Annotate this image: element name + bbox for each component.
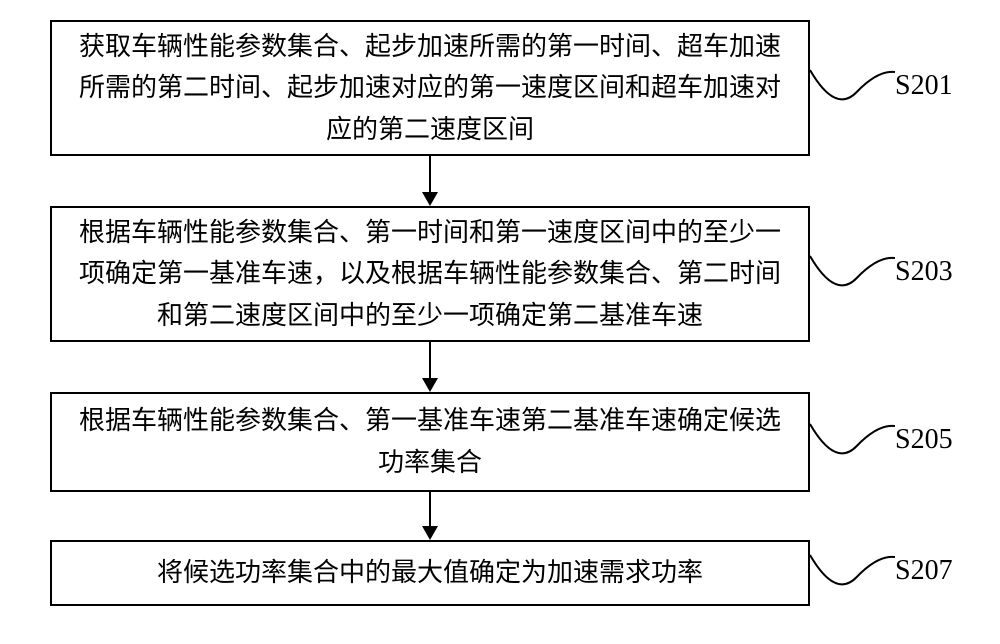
arrow-head-icon — [422, 526, 438, 540]
connector-s201 — [810, 58, 895, 118]
connector-s205 — [810, 412, 895, 472]
step-text-s201: 获取车辆性能参数集合、起步加速所需的第一时间、超车加速所需的第二时间、起步加速对… — [68, 26, 792, 151]
step-box-s201: 获取车辆性能参数集合、起步加速所需的第一时间、超车加速所需的第二时间、起步加速对… — [50, 20, 810, 156]
arrow-line — [429, 492, 431, 526]
step-label-s203: S203 — [895, 256, 953, 288]
step-text-s207: 将候选功率集合中的最大值确定为加速需求功率 — [68, 552, 792, 594]
step-label-s207: S207 — [895, 555, 953, 587]
arrow-head-icon — [422, 192, 438, 206]
arrow-line — [429, 156, 431, 192]
step-box-s203: 根据车辆性能参数集合、第一时间和第一速度区间中的至少一项确定第一基准车速，以及根… — [50, 206, 810, 342]
connector-s207 — [810, 543, 895, 603]
arrow-head-icon — [422, 378, 438, 392]
step-text-s203: 根据车辆性能参数集合、第一时间和第一速度区间中的至少一项确定第一基准车速，以及根… — [68, 212, 792, 337]
arrow-2 — [422, 342, 438, 392]
arrow-1 — [422, 156, 438, 206]
step-box-s207: 将候选功率集合中的最大值确定为加速需求功率 — [50, 540, 810, 606]
step-text-s205: 根据车辆性能参数集合、第一基准车速第二基准车速确定候选功率集合 — [68, 400, 792, 483]
step-box-s205: 根据车辆性能参数集合、第一基准车速第二基准车速确定候选功率集合 — [50, 392, 810, 492]
flowchart-canvas: 获取车辆性能参数集合、起步加速所需的第一时间、超车加速所需的第二时间、起步加速对… — [0, 0, 1000, 644]
arrow-3 — [422, 492, 438, 540]
connector-s203 — [810, 244, 895, 304]
step-label-s205: S205 — [895, 424, 953, 456]
step-label-s201: S201 — [895, 70, 953, 102]
arrow-line — [429, 342, 431, 378]
